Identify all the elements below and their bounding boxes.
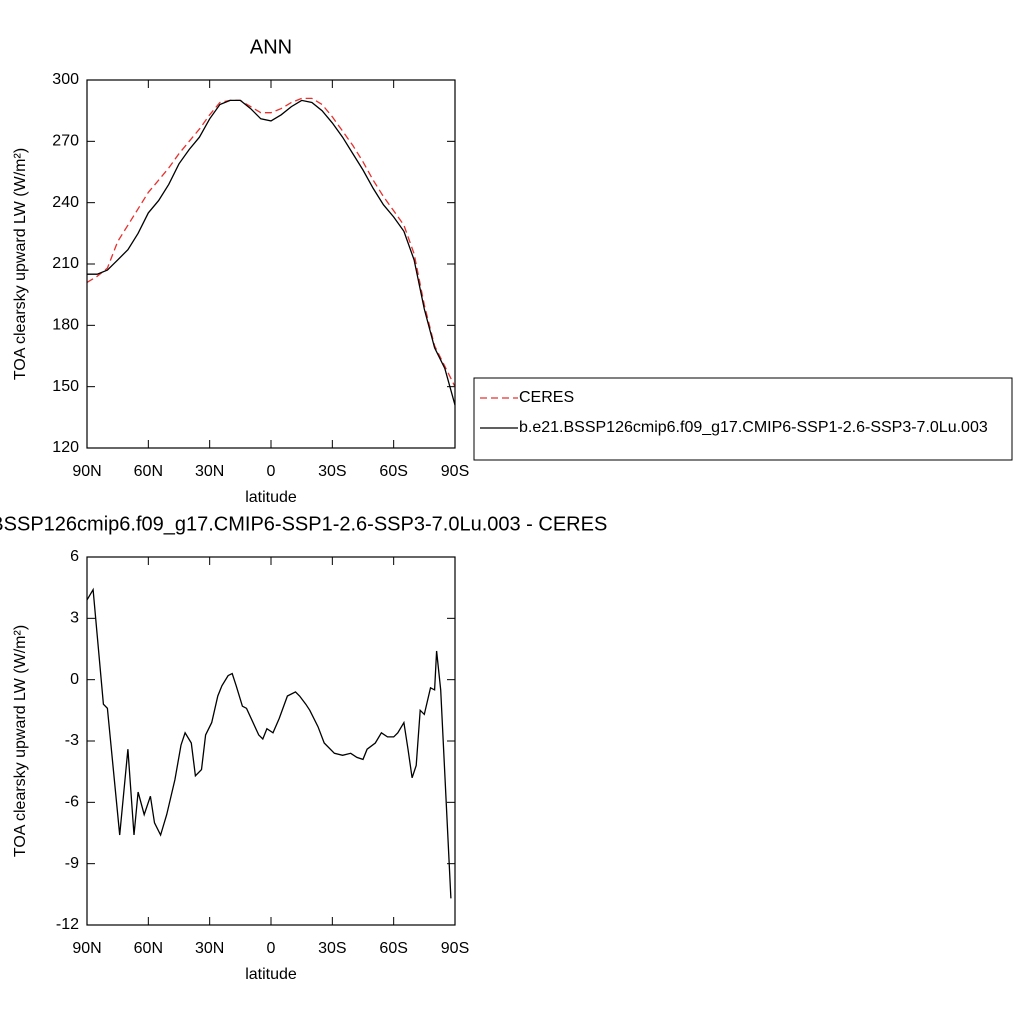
x-tick-label: 60N	[134, 940, 163, 957]
chart-title: b.e21.BSSP126cmip6.f09_g17.CMIP6-SSP1-2.…	[0, 513, 607, 535]
x-tick-label: 90S	[441, 463, 469, 480]
y-tick-label: 240	[52, 194, 79, 211]
legend-box	[473, 377, 1013, 461]
x-tick-label: 90N	[72, 940, 101, 957]
data-line	[86, 97, 456, 387]
x-tick-label: 90N	[72, 463, 101, 480]
y-tick-label: 6	[70, 548, 79, 565]
y-tick-label: 3	[70, 610, 79, 627]
y-tick-label: 300	[52, 71, 79, 88]
plot-frame	[86, 79, 456, 449]
y-tick-label: 150	[52, 378, 79, 395]
x-tick-label: 30S	[318, 940, 346, 957]
data-line	[87, 99, 456, 406]
y-tick-label: -6	[65, 794, 79, 811]
y-tick-label: 0	[70, 671, 79, 688]
chart-title: ANN	[250, 36, 292, 58]
y-tick-label: 180	[52, 317, 79, 334]
y-tick-label: -3	[65, 732, 79, 749]
x-tick-label: 30N	[195, 463, 224, 480]
y-tick-label: -9	[65, 855, 79, 872]
x-tick-label: 60N	[134, 463, 163, 480]
x-tick-label: 60S	[379, 463, 407, 480]
legend-label: CERES	[519, 389, 574, 406]
y-axis-label: TOA clearsky upward LW (W/m²)	[12, 625, 29, 857]
x-tick-label: 30S	[318, 463, 346, 480]
x-axis-label: latitude	[245, 966, 297, 983]
legend-label: b.e21.BSSP126cmip6.f09_g17.CMIP6-SSP1-2.…	[519, 419, 988, 436]
x-tick-label: 0	[267, 463, 276, 480]
x-tick-label: 90S	[441, 940, 469, 957]
plot-frame	[86, 556, 456, 926]
y-axis-label: TOA clearsky upward LW (W/m²)	[12, 148, 29, 380]
x-tick-label: 0	[267, 940, 276, 957]
y-tick-label: 270	[52, 133, 79, 150]
x-tick-label: 30N	[195, 940, 224, 957]
x-axis-label: latitude	[245, 489, 297, 506]
x-tick-label: 60S	[379, 940, 407, 957]
y-tick-label: 210	[52, 255, 79, 272]
y-tick-label: -12	[56, 916, 79, 933]
data-line	[86, 587, 452, 899]
y-tick-label: 120	[52, 439, 79, 456]
